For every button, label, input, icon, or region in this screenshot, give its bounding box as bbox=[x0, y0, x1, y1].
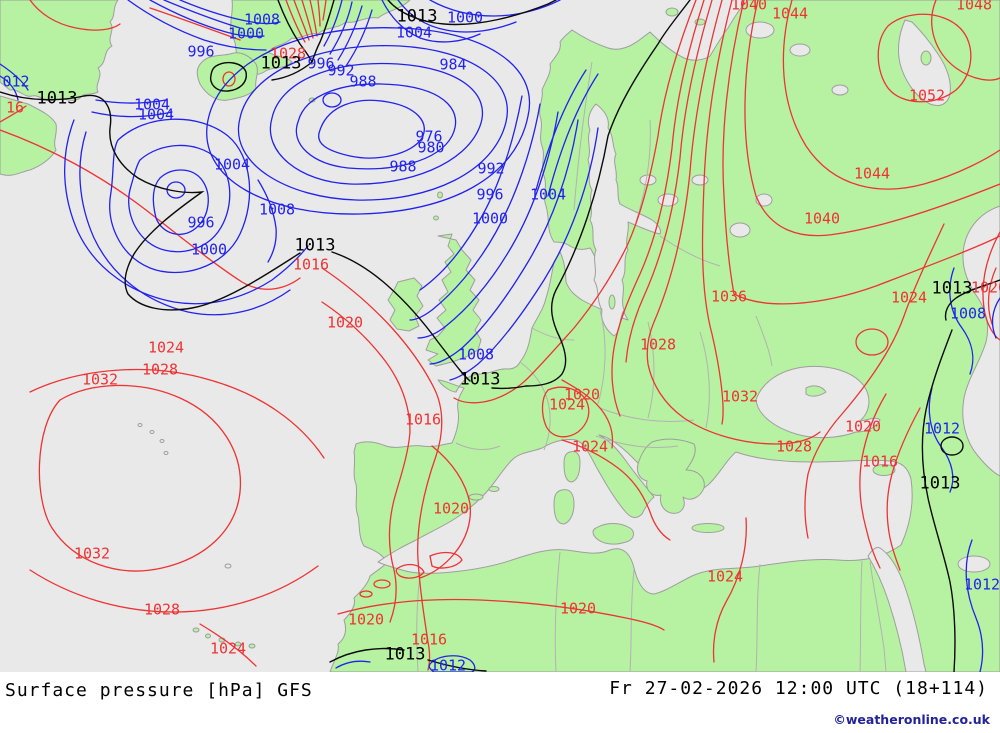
island-madeira bbox=[224, 563, 232, 569]
credit-link[interactable]: ©weatheronline.co.uk bbox=[833, 712, 990, 727]
island-azores3 bbox=[159, 439, 165, 443]
land-barents-island1 bbox=[665, 7, 679, 17]
land-great-britain bbox=[425, 233, 482, 367]
sea-persian-gulf bbox=[957, 555, 991, 573]
isobars-high-pressure bbox=[0, 0, 1000, 671]
map-title: Surface pressure [hPa] GFS bbox=[5, 680, 313, 701]
surface-pressure-map: 012 1013 16 996 1008 1000 1028 1013 996 992 988 101… bbox=[0, 0, 1000, 673]
island-azores1 bbox=[137, 423, 143, 427]
island-canary5 bbox=[248, 643, 256, 649]
island-sardinia bbox=[553, 489, 575, 525]
caption-bar: Surface pressure [hPa] GFS Fr 27-02-2026… bbox=[0, 672, 1000, 733]
lake-ladoga bbox=[729, 222, 751, 238]
river-nile bbox=[869, 561, 887, 672]
island-canary4 bbox=[235, 641, 241, 647]
land-canada bbox=[0, 95, 57, 176]
island-corsica bbox=[563, 451, 581, 483]
island-white-sea bbox=[920, 50, 932, 66]
island-crete bbox=[691, 523, 725, 533]
land-greenland bbox=[0, 0, 119, 102]
land-greece bbox=[636, 438, 705, 514]
land-ireland bbox=[387, 277, 424, 332]
land-shetland bbox=[437, 191, 443, 199]
land-iceland bbox=[196, 52, 258, 101]
sea-baltic bbox=[587, 103, 661, 337]
island-canary2 bbox=[205, 633, 211, 639]
lake-north3 bbox=[831, 84, 849, 96]
pressure-map-canvas bbox=[0, 0, 1000, 672]
island-canary1 bbox=[192, 627, 200, 633]
lake-north2 bbox=[789, 43, 811, 57]
island-azores2 bbox=[149, 430, 155, 434]
sea-caspian bbox=[962, 205, 1000, 477]
valid-time: Fr 27-02-2026 12:00 UTC (18+114) bbox=[609, 678, 988, 699]
lake-finland2 bbox=[691, 174, 709, 186]
sea-mediterranean bbox=[377, 434, 913, 595]
seas-and-lakes bbox=[137, 19, 1000, 672]
isobars-low-pressure bbox=[0, 0, 1000, 672]
sea-red-sea bbox=[867, 547, 927, 672]
mediterranean-islands bbox=[192, 50, 932, 649]
island-azores4 bbox=[163, 451, 169, 455]
land-crimea bbox=[805, 385, 827, 397]
island-balearic1 bbox=[468, 493, 484, 501]
land-masses bbox=[0, 0, 1000, 672]
lake-north1 bbox=[745, 21, 775, 39]
island-sicily bbox=[592, 523, 634, 545]
island-balearic2 bbox=[488, 486, 500, 492]
isobars-1013 bbox=[0, 0, 1000, 672]
island-cyprus bbox=[872, 464, 896, 476]
country-borders bbox=[416, 61, 887, 672]
land-faroe bbox=[308, 97, 316, 103]
island-gotland bbox=[608, 294, 616, 310]
sea-black-sea bbox=[755, 365, 881, 439]
land-orkney bbox=[433, 215, 439, 221]
